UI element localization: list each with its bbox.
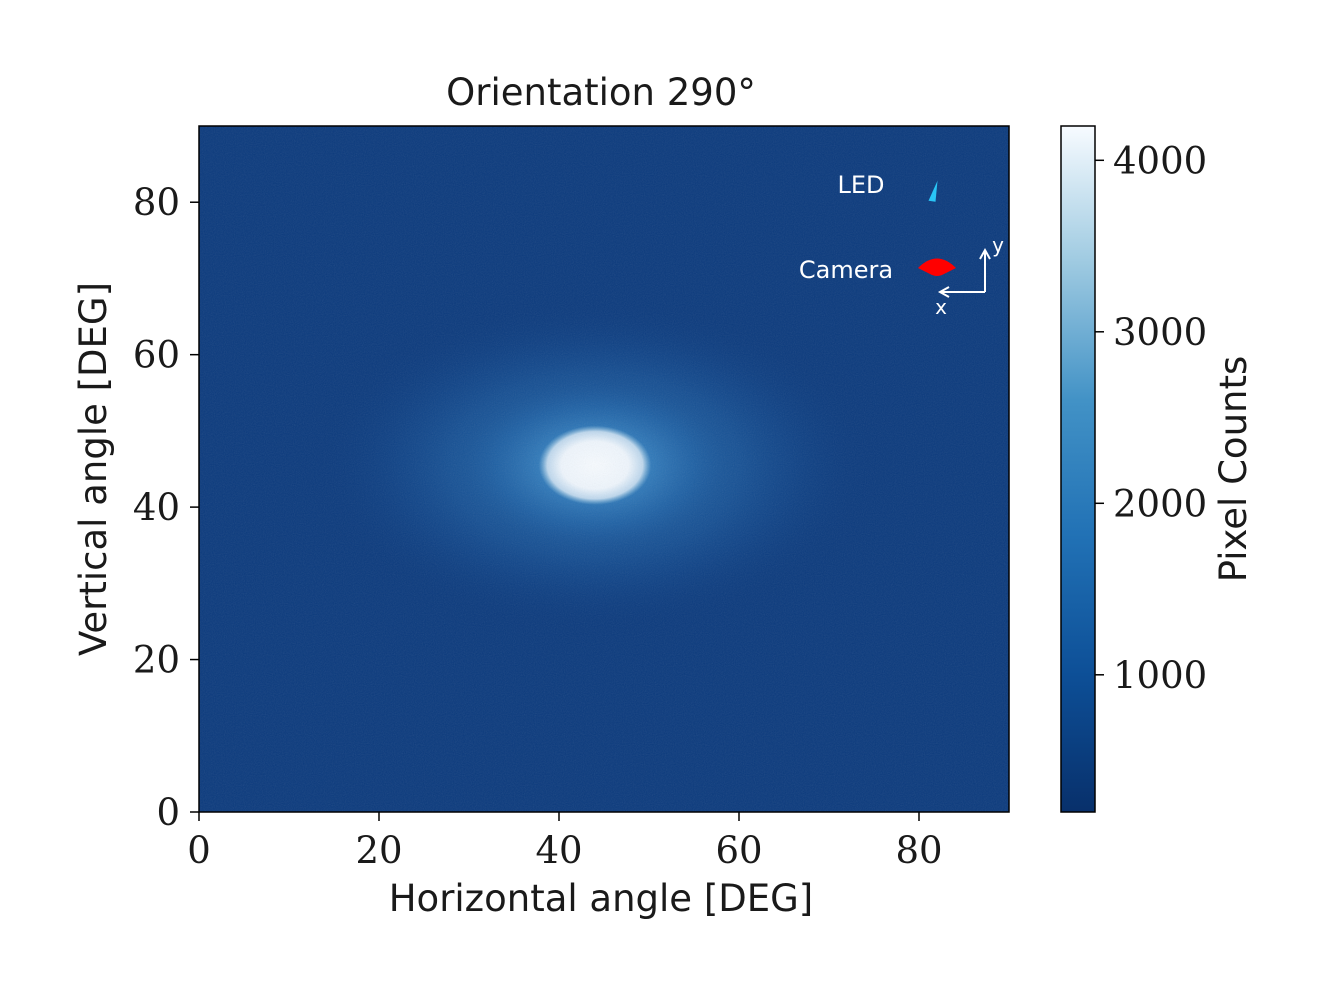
x-axis-label: Horizontal angle [DEG] xyxy=(389,877,814,920)
y-tick-label: 80 xyxy=(133,181,180,224)
colorbar: 1000 2000 3000 4000 Pixel Counts xyxy=(1060,125,1255,813)
orientation-axis-x-letter: x xyxy=(935,295,947,319)
heatmap-intensity xyxy=(199,126,1009,812)
colorbar-tick-label: 4000 xyxy=(1113,139,1207,182)
led-label: LED xyxy=(837,171,884,199)
y-tick-label: 20 xyxy=(133,639,180,682)
x-axis: 0 20 40 60 80 xyxy=(187,812,943,872)
camera-marker xyxy=(918,258,956,277)
x-tick-label: 40 xyxy=(535,829,582,872)
x-tick-label: 0 xyxy=(187,829,211,872)
x-tick-label: 20 xyxy=(355,829,402,872)
y-tick-label: 40 xyxy=(133,486,180,529)
orientation-axis-x-arrowhead xyxy=(937,286,950,298)
x-tick-label: 60 xyxy=(715,829,762,872)
plot-area xyxy=(198,125,1010,813)
colorbar-ticks: 1000 2000 3000 4000 xyxy=(1095,139,1207,697)
colorbar-tick-label: 1000 xyxy=(1113,654,1207,697)
orientation-axis-y-arrowhead xyxy=(979,247,991,260)
annotations: LED Camera y x xyxy=(799,171,1004,319)
y-tick-label: 60 xyxy=(133,334,180,377)
orientation-axis-y-letter: y xyxy=(992,233,1004,257)
colorbar-tick-label: 2000 xyxy=(1113,482,1207,525)
plot-frame xyxy=(198,125,1010,813)
y-axis: 0 20 40 60 80 xyxy=(133,181,199,834)
camera-label: Camera xyxy=(799,256,893,284)
colorbar-tick-label: 3000 xyxy=(1113,311,1207,354)
y-axis-label: Vertical angle [DEG] xyxy=(72,282,115,656)
led-marker xyxy=(928,180,938,202)
y-tick-label: 0 xyxy=(156,791,180,834)
x-tick-label: 80 xyxy=(895,829,942,872)
colorbar-gradient xyxy=(1060,125,1096,813)
colorbar-label: Pixel Counts xyxy=(1212,356,1255,583)
orientation-axes xyxy=(937,247,991,298)
chart-title: Orientation 290° xyxy=(446,71,756,114)
sensor-noise xyxy=(199,126,1009,812)
